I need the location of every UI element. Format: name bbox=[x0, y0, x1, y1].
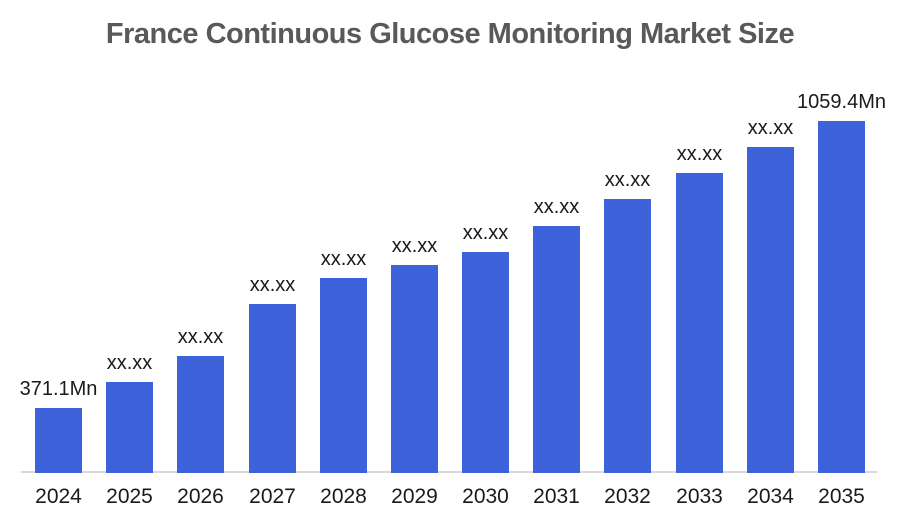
bar-label-2024: 371.1Mn bbox=[19, 378, 98, 400]
bar-label-2030: xx.xx bbox=[462, 222, 509, 244]
bar-label-2035: 1059.4Mn bbox=[797, 91, 886, 113]
x-axis-line bbox=[21, 471, 877, 473]
bar-label-2032: xx.xx bbox=[604, 169, 651, 191]
bar-2031 bbox=[533, 226, 580, 473]
bar-label-2027: xx.xx bbox=[249, 274, 296, 296]
bar-2034 bbox=[747, 147, 794, 473]
bar-2030 bbox=[462, 252, 509, 473]
x-tick-2032: 2032 bbox=[604, 485, 651, 508]
bar-2025 bbox=[106, 382, 153, 473]
x-tick-2026: 2026 bbox=[177, 485, 224, 508]
x-tick-2028: 2028 bbox=[320, 485, 367, 508]
chart-title: France Continuous Glucose Monitoring Mar… bbox=[105, 18, 795, 50]
bar-2033 bbox=[676, 173, 723, 473]
bar-2027 bbox=[249, 304, 296, 473]
bar-2026 bbox=[177, 356, 224, 473]
bar-2035 bbox=[818, 121, 865, 473]
bar-label-2031: xx.xx bbox=[533, 196, 580, 218]
bar-label-2026: xx.xx bbox=[177, 326, 224, 348]
x-tick-2035: 2035 bbox=[818, 485, 865, 508]
bar-2028 bbox=[320, 278, 367, 473]
x-tick-2030: 2030 bbox=[462, 485, 509, 508]
x-tick-2029: 2029 bbox=[391, 485, 438, 508]
x-tick-2033: 2033 bbox=[676, 485, 723, 508]
x-tick-2025: 2025 bbox=[106, 485, 153, 508]
bar-label-2029: xx.xx bbox=[391, 235, 438, 257]
bar-2029 bbox=[391, 265, 438, 473]
x-tick-2034: 2034 bbox=[747, 485, 794, 508]
x-tick-2027: 2027 bbox=[249, 485, 296, 508]
bar-2024 bbox=[35, 408, 82, 473]
bar-label-2025: xx.xx bbox=[106, 352, 153, 374]
bar-label-2033: xx.xx bbox=[676, 143, 723, 165]
bar-2032 bbox=[604, 199, 651, 473]
x-tick-2031: 2031 bbox=[533, 485, 580, 508]
x-tick-2024: 2024 bbox=[35, 485, 82, 508]
bar-label-2028: xx.xx bbox=[320, 248, 367, 270]
bar-label-2034: xx.xx bbox=[747, 117, 794, 139]
